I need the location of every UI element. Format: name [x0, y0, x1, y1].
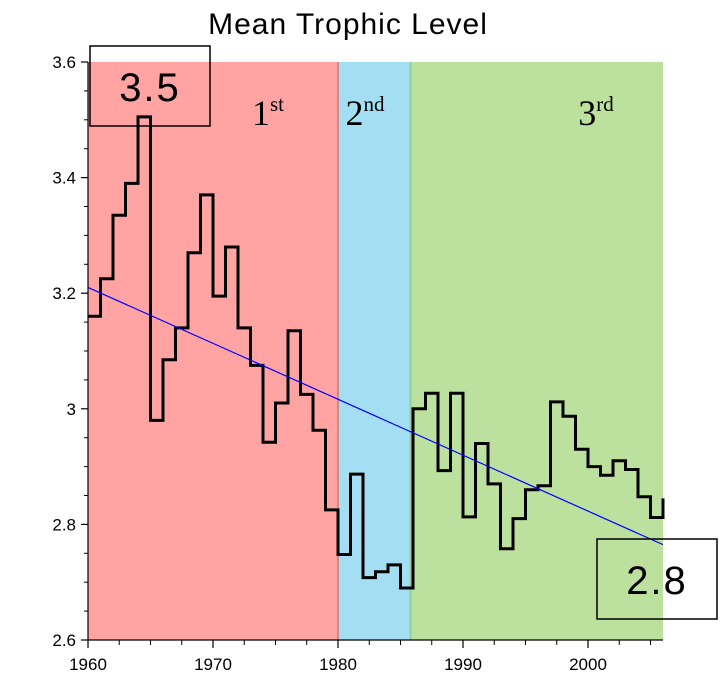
period-label-3: 3rd	[578, 92, 614, 133]
value-callout-box	[596, 538, 718, 620]
mean-trophic-level-step-line	[88, 115, 665, 590]
x-tick-label: 1980	[319, 655, 357, 674]
x-tick-label: 1960	[69, 655, 107, 674]
y-tick-label: 2.8	[52, 515, 76, 534]
axes: 2.6 2.8 3 3.2 3.4 3.6 1960 1970 1980 1990 2000	[52, 53, 663, 674]
value-callout-label: 3.5	[119, 66, 181, 110]
x-tick-label: 2000	[569, 655, 607, 674]
value-callout-box	[89, 45, 211, 127]
x-tick-label: 1970	[194, 655, 232, 674]
period-band-3	[410, 62, 663, 640]
y-tick-label: 3	[67, 400, 76, 419]
chart-title: Mean Trophic Level	[208, 8, 488, 41]
y-tick-label: 3.2	[52, 284, 76, 303]
period-label-suffix: nd	[364, 92, 386, 116]
period-label-number: 3	[578, 93, 596, 133]
period-label-suffix: rd	[596, 92, 614, 116]
period-band-1	[88, 62, 338, 640]
y-tick-label: 2.6	[52, 631, 76, 650]
period-label-number: 1	[252, 93, 270, 133]
period-label-2: 2nd	[346, 92, 386, 133]
x-tick-label: 1990	[444, 655, 482, 674]
period-label-number: 2	[346, 93, 364, 133]
y-tick-label: 3.4	[52, 169, 76, 188]
period-label-1: 1st	[252, 92, 284, 133]
period-label-suffix: st	[270, 92, 284, 116]
trend-line	[87, 286, 664, 546]
period-bands: 1st 2nd 3rd	[88, 62, 663, 640]
series-layer	[87, 115, 665, 590]
annotations: 3.5 2.8	[89, 45, 718, 620]
y-tick-label: 3.6	[52, 53, 76, 72]
value-callout-label: 2.8	[626, 559, 688, 603]
